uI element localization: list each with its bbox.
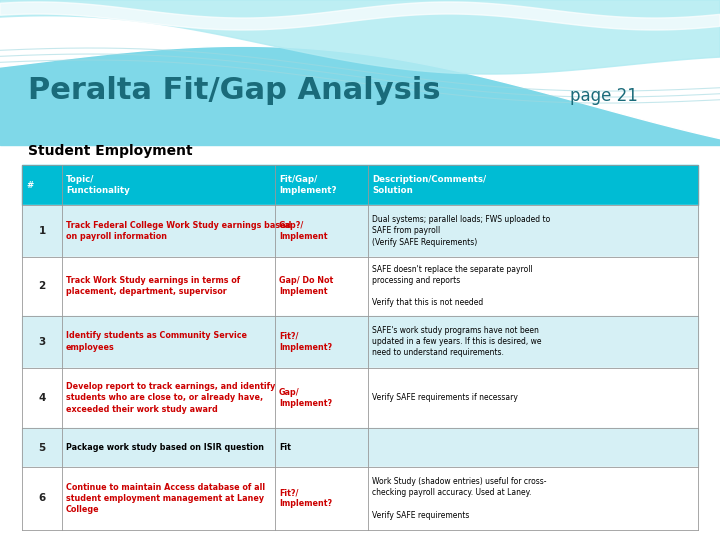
Text: 5: 5 [38, 443, 45, 453]
Text: Develop report to track earnings, and identify
students who are close to, or alr: Develop report to track earnings, and id… [66, 382, 275, 414]
Text: Gap?/
Implement: Gap?/ Implement [279, 221, 328, 241]
Text: SAFE doesn't replace the separate payroll
processing and reports

Verify that th: SAFE doesn't replace the separate payrol… [372, 265, 533, 307]
Text: 4: 4 [38, 393, 45, 403]
Bar [22, 257, 698, 315]
Text: page 21: page 21 [570, 87, 638, 105]
Text: Work Study (shadow entries) useful for cross-
checking payroll accuracy. Used at: Work Study (shadow entries) useful for c… [372, 477, 546, 519]
Text: 6: 6 [38, 494, 45, 503]
Text: Continue to maintain Access database of all
student employment management at Lan: Continue to maintain Access database of … [66, 483, 265, 514]
Text: Fit?/
Implement?: Fit?/ Implement? [279, 332, 332, 352]
Text: Description/Comments/
Solution: Description/Comments/ Solution [372, 175, 486, 195]
Text: Gap/
Implement?: Gap/ Implement? [279, 388, 332, 408]
Text: Package work study based on ISIR question: Package work study based on ISIR questio… [66, 443, 264, 452]
Bar [22, 205, 698, 257]
Text: Verify SAFE requirements if necessary: Verify SAFE requirements if necessary [372, 394, 518, 402]
Bar [0, 0, 720, 145]
Polygon shape [0, 2, 720, 30]
Text: Fit: Fit [279, 443, 291, 452]
Bar [22, 165, 698, 205]
Text: Student Employment: Student Employment [28, 144, 193, 158]
Text: Fit/Gap/
Implement?: Fit/Gap/ Implement? [279, 175, 336, 195]
Text: 3: 3 [38, 336, 45, 347]
Polygon shape [0, 0, 720, 139]
Text: Dual systems; parallel loads; FWS uploaded to
SAFE from payroll
(Verify SAFE Req: Dual systems; parallel loads; FWS upload… [372, 215, 550, 247]
Text: #: # [26, 180, 33, 190]
Polygon shape [0, 0, 720, 74]
Text: Track Work Study earnings in terms of
placement, department, supervisor: Track Work Study earnings in terms of pl… [66, 276, 240, 296]
Text: Identify students as Community Service
employees: Identify students as Community Service e… [66, 332, 247, 352]
Text: Peralta Fit/Gap Analysis: Peralta Fit/Gap Analysis [28, 76, 441, 105]
Text: 2: 2 [38, 281, 45, 291]
Bar [22, 428, 698, 467]
Text: SAFE's work study programs have not been
updated in a few years. If this is desi: SAFE's work study programs have not been… [372, 326, 541, 357]
Text: Topic/
Functionality: Topic/ Functionality [66, 175, 130, 195]
Bar [22, 315, 698, 368]
Bar [22, 467, 698, 530]
Text: Gap/ Do Not
Implement: Gap/ Do Not Implement [279, 276, 333, 296]
Text: Track Federal College Work Study earnings based
on payroll information: Track Federal College Work Study earning… [66, 221, 292, 241]
Text: 1: 1 [38, 226, 45, 236]
Text: Fit?/
Implement?: Fit?/ Implement? [279, 488, 332, 509]
Bar [22, 368, 698, 428]
